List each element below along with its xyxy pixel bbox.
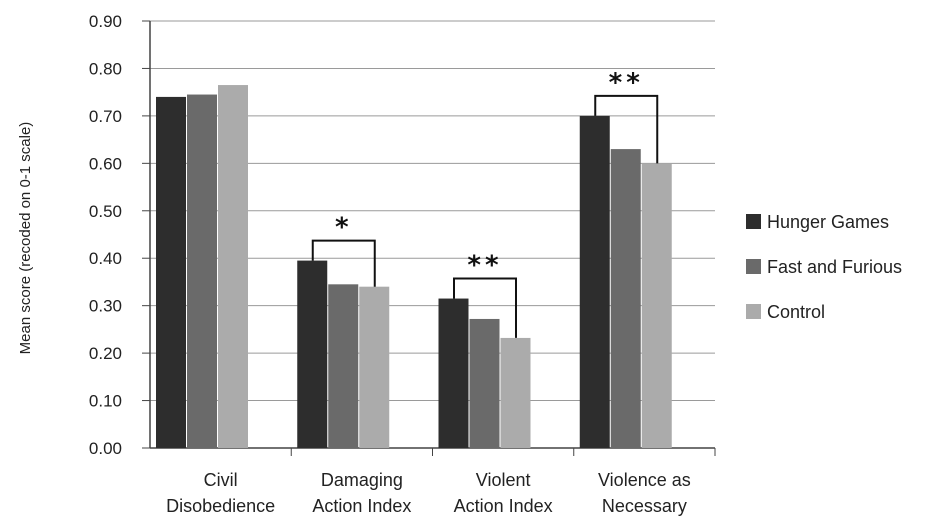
significance-bracket [311, 239, 376, 287]
legend-swatch [746, 259, 761, 274]
y-tick-label: 0.10 [89, 392, 122, 411]
legend: Hunger Games Fast and Furious Control [746, 212, 902, 322]
y-tick-label: 0.30 [89, 297, 122, 316]
bar [297, 260, 328, 448]
significance-label: ** [609, 68, 644, 98]
bar [610, 149, 641, 448]
bar [579, 115, 610, 448]
legend-swatch [746, 214, 761, 229]
bar [469, 318, 500, 448]
significance-label: * [335, 213, 353, 243]
bar [359, 286, 390, 448]
bar [328, 284, 359, 448]
bar [156, 96, 186, 449]
y-axis: 0.00 0.10 0.20 0.30 0.40 0.50 0.60 0.70 0.80 0.90 [89, 12, 151, 458]
y-axis-label: Mean score (recoded on 0-1 scale) [17, 122, 34, 355]
y-tick-label: 0.00 [89, 439, 122, 458]
y-tick-label: 0.50 [89, 202, 122, 221]
bars [156, 85, 672, 449]
significance-label: ** [467, 251, 502, 281]
significance-markers: ***** [311, 68, 659, 338]
y-tick-label: 0.40 [89, 249, 122, 268]
significance-bracket [453, 277, 517, 338]
y-tick-label: 0.90 [89, 12, 122, 31]
legend-label: Hunger Games [767, 212, 889, 232]
bar [218, 85, 248, 449]
bar [187, 94, 217, 449]
y-tick-label: 0.20 [89, 344, 122, 363]
legend-swatch [746, 304, 761, 319]
bar [500, 337, 531, 448]
x-category-label: Violence as Necessary [598, 470, 691, 516]
legend-label: Fast and Furious [767, 257, 902, 277]
bar [641, 163, 672, 449]
y-tick-label: 0.70 [89, 107, 122, 126]
y-tick-label: 0.60 [89, 154, 122, 173]
y-tick-label: 0.80 [89, 59, 122, 78]
x-category-label: Civil Disobedience [166, 470, 275, 516]
bar [438, 298, 469, 448]
significance-bracket [594, 94, 659, 164]
x-category-label: Violent Action Index [454, 470, 553, 516]
x-category-label: Damaging Action Index [312, 470, 411, 516]
x-axis: Civil Disobedience Damaging Action Index Vio… [166, 448, 716, 516]
legend-label: Control [767, 302, 825, 322]
